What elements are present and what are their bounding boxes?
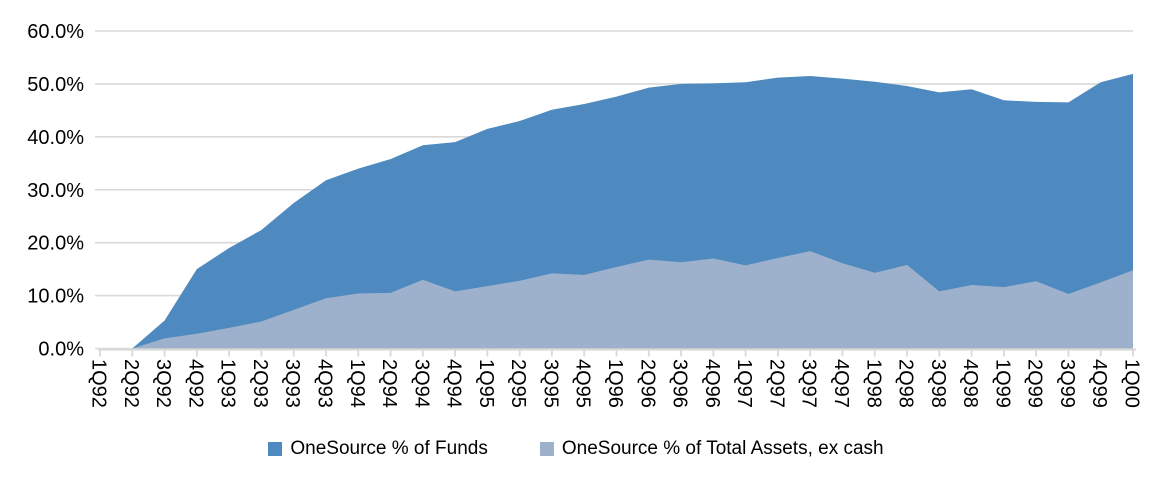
legend-swatch-assets-icon (539, 442, 554, 456)
x-axis-label: 3Q97 (798, 359, 820, 408)
legend-item-funds: OneSource % of Funds (268, 438, 488, 460)
legend-label-assets: OneSource % of Total Assets, ex cash (561, 438, 884, 459)
x-axis-label: 2Q93 (249, 359, 271, 408)
x-axis-label: 2Q99 (1024, 359, 1046, 408)
y-axis-label: 60.0% (27, 21, 84, 43)
legend-item-assets: OneSource % of Total Assets, ex cash (539, 438, 884, 460)
x-axis-label: 4Q98 (959, 359, 981, 408)
x-axis-label: 3Q92 (152, 359, 174, 408)
x-axis-label: 1Q92 (88, 359, 110, 408)
y-axis-label: 10.0% (27, 286, 84, 308)
legend-label-funds: OneSource % of Funds (290, 438, 488, 459)
x-axis-label: 1Q00 (1121, 359, 1143, 408)
x-axis-label: 2Q94 (378, 359, 400, 408)
x-axis-label: 1Q94 (346, 359, 368, 408)
x-axis-label: 2Q97 (765, 359, 787, 408)
y-axis-label: 40.0% (27, 127, 84, 149)
y-axis-label: 30.0% (27, 180, 84, 202)
x-axis-label: 2Q92 (120, 359, 142, 408)
x-axis-label: 4Q99 (1088, 359, 1110, 408)
x-axis-label: 1Q93 (217, 359, 239, 408)
legend-swatch-funds-icon (268, 442, 283, 456)
x-axis-label: 1Q95 (475, 359, 497, 408)
x-axis-label: 1Q96 (604, 359, 626, 408)
x-axis-label: 4Q93 (314, 359, 336, 408)
x-axis-label: 1Q98 (862, 359, 884, 408)
x-axis-label: 4Q96 (701, 359, 723, 408)
x-axis-label: 1Q97 (733, 359, 755, 408)
assets-area (100, 251, 1133, 349)
x-axis-label: 4Q92 (184, 359, 206, 408)
x-axis-label: 3Q99 (1056, 359, 1078, 408)
x-axis-label: 3Q95 (539, 359, 561, 408)
x-axis-label: 4Q97 (830, 359, 852, 408)
x-axis-label: 3Q96 (669, 359, 691, 408)
x-axis-label: 2Q96 (636, 359, 658, 408)
x-axis-label: 3Q98 (927, 359, 949, 408)
x-axis-label: 3Q94 (410, 359, 432, 408)
y-axis-label: 50.0% (27, 74, 84, 96)
x-axis-label: 2Q98 (895, 359, 917, 408)
x-axis-label: 3Q93 (281, 359, 303, 408)
y-axis-label: 20.0% (27, 233, 84, 255)
x-axis-label: 4Q94 (443, 359, 465, 408)
x-axis-label: 4Q95 (572, 359, 594, 408)
y-axis-label: 0.0% (38, 339, 84, 361)
chart-legend: OneSource % of Funds OneSource % of Tota… (0, 438, 1152, 460)
x-axis-label: 1Q99 (991, 359, 1013, 408)
x-axis-label: 2Q95 (507, 359, 529, 408)
